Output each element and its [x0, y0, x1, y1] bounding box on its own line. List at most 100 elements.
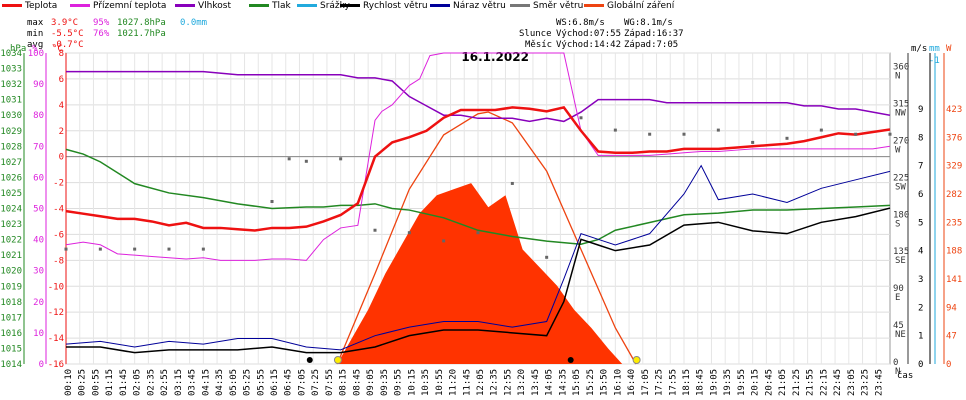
- tick-label-degC: -4: [53, 205, 64, 215]
- pressure-line: [65, 148, 891, 246]
- tick-label-dir-name: N: [895, 72, 900, 82]
- x-tick-label: 08:15: [339, 369, 349, 396]
- tick-label-degC: 6: [59, 75, 64, 85]
- legend-label: Přízemní teplota: [93, 1, 167, 11]
- tick-label-hPa: 1032: [0, 80, 22, 90]
- max-hum: 95%: [93, 18, 110, 28]
- x-tick-label: 11:20: [449, 369, 459, 396]
- tick-label-dir: 0: [893, 358, 898, 368]
- wind-dir-point: [64, 247, 68, 251]
- tick-label-dir: 180: [893, 210, 909, 220]
- x-tick-label: 12:05: [476, 369, 486, 396]
- mesic-set: Západ:7:05: [624, 40, 679, 50]
- radiation-area: [337, 183, 623, 364]
- x-tick-label: 19:05: [709, 369, 719, 396]
- legend-item-8: Globální záření: [584, 1, 674, 11]
- tick-label-dir-name: S: [895, 219, 900, 229]
- x-tick-label: 05:55: [256, 369, 266, 396]
- legend-item-6: Náraz větru: [430, 1, 506, 11]
- x-tick-label: 12:35: [490, 369, 500, 396]
- legend-swatch: [584, 4, 604, 7]
- legend-item-4: Srážky: [297, 1, 350, 11]
- tick-label-Wm2: 94: [946, 303, 957, 313]
- x-tick-label: 03:15: [174, 369, 184, 396]
- x-tick-label: 19:55: [737, 369, 747, 396]
- tick-label-mm: -1: [929, 56, 940, 66]
- tick-label-degC: -10: [48, 282, 64, 292]
- tick-label-ms: 2: [918, 303, 923, 313]
- tick-label-degC: -14: [48, 334, 64, 344]
- legend-item-1: Přízemní teplota: [70, 1, 166, 11]
- radiation-theoretical-line: [336, 111, 637, 365]
- x-tick-label: 09:55: [394, 369, 404, 396]
- tick-label-ms: 4: [918, 247, 923, 257]
- x-tick-label: 07:05: [297, 369, 307, 396]
- tick-label-Wm2: 0: [946, 360, 951, 370]
- tick-label-dir: 135: [893, 247, 909, 257]
- tick-label-ms: 1: [918, 332, 923, 342]
- wind-dir-point: [442, 239, 446, 243]
- x-tick-label: 22:45: [833, 369, 843, 396]
- temperature-line: [65, 106, 891, 232]
- wind-dir-point: [133, 247, 137, 251]
- legend-item-2: Vlhkost: [175, 1, 231, 11]
- avg-temp: -0.7°C: [51, 40, 84, 50]
- tick-label-hPa: 1030: [0, 111, 22, 121]
- legend-label: Tlak: [272, 1, 291, 11]
- tick-label-hPa: 1033: [0, 65, 22, 75]
- max-label: max: [27, 18, 44, 28]
- tick-label-pct: 20: [33, 298, 44, 308]
- x-tick-label: 05:25: [243, 369, 253, 396]
- axis-label-ms: m/s: [911, 44, 927, 54]
- x-tick-label: 10:15: [407, 369, 417, 396]
- tick-label-hPa: 1017: [0, 313, 22, 323]
- wind-dir-point: [373, 228, 377, 232]
- legend-label: Náraz větru: [453, 1, 506, 11]
- x-tick-label: 18:15: [682, 369, 692, 396]
- wind-dir-point: [579, 116, 583, 120]
- x-tick-label: 04:15: [201, 369, 211, 396]
- wind-speed-line: [66, 207, 891, 354]
- wind-dir-point: [648, 132, 652, 136]
- sunset-marker: [632, 356, 641, 364]
- x-tick-label: 05:05: [229, 369, 239, 396]
- slunce-set: Západ:16:37: [624, 29, 684, 39]
- wind-dir-point: [888, 132, 892, 136]
- legend-swatch: [297, 4, 317, 7]
- tick-label-Wm2: 141: [946, 275, 962, 285]
- tick-label-hPa: 1022: [0, 236, 22, 246]
- chart-title: 16.1.2022: [461, 50, 529, 64]
- legend-swatch: [70, 4, 90, 7]
- x-tick-label: 20:45: [764, 369, 774, 396]
- tick-label-pct: 70: [33, 142, 44, 152]
- legend-item-5: Rychlost větru: [340, 1, 428, 11]
- axis-label-Wm2: W: [946, 44, 952, 54]
- x-tick-label: 09:35: [380, 369, 390, 396]
- tick-label-hPa: 1016: [0, 329, 22, 339]
- legend-swatch: [2, 4, 22, 7]
- legend-item-3: Tlak: [249, 1, 291, 11]
- tick-label-dir: 45: [893, 321, 904, 331]
- tick-label-pct: 50: [33, 205, 44, 215]
- tick-label-hPa: 1019: [0, 282, 22, 292]
- legend-swatch: [175, 4, 195, 7]
- tick-label-hPa: 1025: [0, 189, 22, 199]
- x-tick-label: 21:05: [778, 369, 788, 396]
- x-tick-label: 16:40: [627, 369, 637, 396]
- wind-dir-point: [304, 159, 308, 163]
- tick-label-pct: 90: [33, 80, 44, 90]
- avg-label: avg: [27, 40, 44, 50]
- x-tick-label: 07:25: [311, 369, 321, 396]
- x-tick-label: 11:45: [462, 369, 472, 396]
- x-tick-label: 08:45: [352, 369, 362, 396]
- x-tick-label: 22:15: [819, 369, 829, 396]
- tick-label-degC: -2: [53, 179, 64, 189]
- tick-label-hPa: 1031: [0, 96, 22, 106]
- tick-label-degC: -6: [53, 230, 64, 240]
- x-tick-label: 04:35: [215, 369, 225, 396]
- wind-dir-point: [751, 140, 755, 144]
- tick-label-hPa: 1034: [0, 49, 22, 59]
- tick-label-degC: 2: [59, 127, 64, 137]
- tick-label-dir: 360: [893, 63, 909, 73]
- legend-swatch: [510, 4, 530, 7]
